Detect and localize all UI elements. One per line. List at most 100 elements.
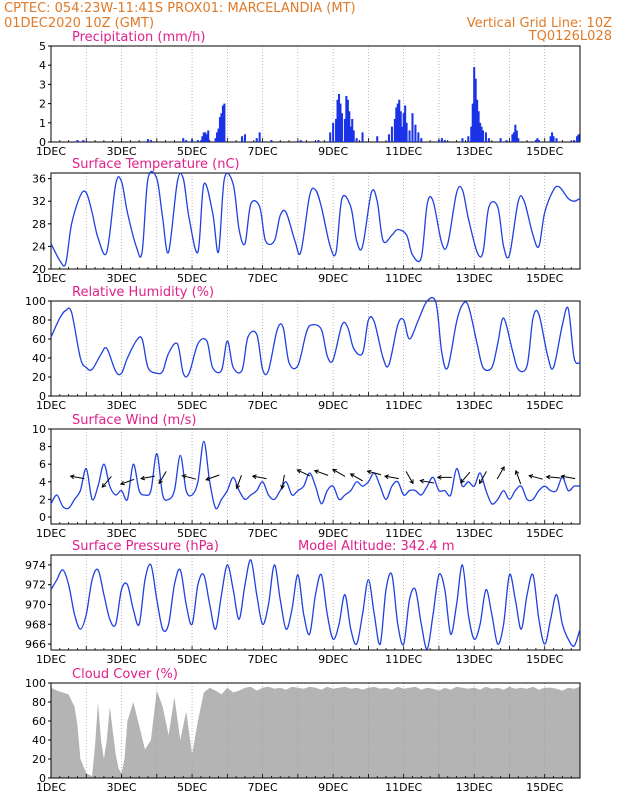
- wind-arrow-shaft: [496, 466, 505, 480]
- precip-bar: [477, 111, 480, 142]
- wind-arrow: [528, 474, 543, 480]
- wind-xtick-label: 13DEC: [456, 527, 493, 540]
- cloud-area: [51, 686, 580, 778]
- wind-arrow-head: [436, 475, 442, 480]
- precip-bar: [191, 139, 194, 142]
- pressure-title: Surface Pressure (hPa): [72, 539, 219, 554]
- wind-arrow: [560, 474, 576, 480]
- cloud-xtick-label: 7DEC: [248, 781, 278, 794]
- wind-arrow-shaft: [332, 469, 346, 477]
- precip-title: Precipitation (mm/h): [72, 30, 205, 45]
- wind-arrow-shaft: [405, 471, 414, 484]
- wind-xtick-label: 3DEC: [106, 527, 136, 540]
- temperature-xtick-label: 11DEC: [385, 272, 422, 285]
- wind-xtick-label: 5DEC: [177, 527, 207, 540]
- wind-arrow: [140, 475, 155, 481]
- precip-bar: [270, 140, 273, 142]
- pressure-panel: 966 968 970 972 974 1DEC 3DEC 5DEC 7DEC 9DEC 11DEC…: [25, 539, 581, 666]
- wind-xtick-label: 1DEC: [36, 527, 66, 540]
- pressure-xtick-label: 9DEC: [318, 653, 348, 666]
- precip-bar: [473, 67, 476, 142]
- precip-bar: [355, 138, 358, 142]
- precip-bar: [480, 126, 483, 142]
- wind-arrow-head: [205, 476, 211, 481]
- wind-panel: 0 2 4 6 8 10 1DEC 3DEC 5DEC 7DEC 9DEC 11DEC 13DEC 15D…: [32, 413, 581, 540]
- temperature-xtick-label: 15DEC: [526, 272, 563, 285]
- pressure-ytick-label: 970: [25, 598, 46, 611]
- cloud-ytick-label: 20: [32, 753, 46, 766]
- wind-ytick-label: 2: [39, 493, 46, 506]
- wind-arrow-shaft: [367, 470, 382, 476]
- wind-arrow: [69, 474, 85, 480]
- precip-bar: [512, 132, 515, 142]
- temperature-title: Surface Temperature (nC): [72, 157, 240, 172]
- cloud-panel: 0 20 40 60 80 100 1DEC 3DEC 5DEC 7DEC 9DEC 11DEC 13D…: [25, 667, 581, 794]
- precip-frame: [50, 45, 581, 143]
- temperature-ytick-label: 20: [32, 263, 46, 276]
- wind-arrow-head: [366, 469, 372, 475]
- precip-xtick-label: 3DEC: [106, 145, 136, 158]
- precip-bar: [76, 140, 79, 142]
- precip-bar: [399, 111, 402, 142]
- wind-arrow-head: [560, 474, 566, 480]
- precip-bar: [408, 130, 411, 142]
- wind-arrow: [251, 474, 267, 480]
- precip-bar: [361, 132, 364, 142]
- precip-xtick-label: 15DEC: [526, 145, 563, 158]
- precip-bar: [223, 103, 226, 142]
- wind-arrow-shaft: [546, 476, 561, 479]
- precip-bar: [220, 113, 223, 142]
- pressure-xtick-label: 7DEC: [248, 653, 278, 666]
- precip-ytick-label: 4: [39, 59, 46, 72]
- precip-bar: [217, 128, 220, 142]
- humidity-ytick-label: 0: [39, 390, 46, 403]
- wind-arrow-head: [101, 483, 107, 488]
- precip-bar: [499, 138, 502, 142]
- precip-bar: [576, 136, 579, 142]
- precip-bar: [349, 126, 352, 142]
- precip-bar: [537, 140, 540, 142]
- precip-bar: [216, 132, 219, 142]
- precip-bar: [405, 122, 408, 142]
- cloud-ytick-label: 100: [25, 677, 46, 690]
- precip-bar: [317, 140, 320, 142]
- precip-xtick-label: 11DEC: [385, 145, 422, 158]
- precip-ytick-label: 3: [39, 78, 46, 91]
- pressure-xtick-label: 11DEC: [385, 653, 422, 666]
- precip-bar: [511, 134, 514, 142]
- precip-bar: [487, 138, 490, 142]
- wind-arrow-head: [296, 469, 302, 474]
- cloud-title: Cloud Cover (%): [72, 667, 178, 682]
- precip-bar: [205, 134, 208, 142]
- precip-bar: [335, 118, 338, 142]
- wind-arrow-shaft: [479, 471, 487, 484]
- wind-arrow: [158, 471, 167, 485]
- run-time-label: 01DEC2020 10Z (GMT): [4, 16, 155, 31]
- humidity-frame: [50, 300, 581, 397]
- precip-bar: [437, 140, 440, 142]
- precip-bar: [204, 132, 207, 142]
- wind-arrow: [496, 466, 505, 480]
- wind-arrow-shaft: [205, 474, 220, 481]
- wind-arrow: [419, 478, 435, 484]
- precip-bar: [196, 140, 199, 142]
- wind-arrow-head: [528, 474, 534, 479]
- humidity-ytick-label: 80: [32, 314, 46, 327]
- precip-bar: [240, 136, 244, 142]
- temperature-ytick-label: 32: [32, 195, 46, 208]
- precip-ytick-label: 2: [39, 98, 46, 111]
- precip-bar: [393, 118, 396, 142]
- precip-bar: [417, 132, 420, 142]
- wind-arrow: [235, 475, 242, 490]
- precip-bar: [202, 132, 205, 142]
- wind-arrow: [349, 473, 363, 482]
- humidity-xtick-label: 7DEC: [248, 399, 278, 412]
- humidity-title: Relative Humidity (%): [72, 285, 214, 300]
- precip-bar: [345, 95, 348, 142]
- precip-bar: [461, 138, 464, 142]
- wind-arrow-shaft: [141, 475, 155, 480]
- wind-arrow-shaft: [314, 470, 329, 476]
- precip-bar: [514, 124, 517, 142]
- humidity-ytick-label: 40: [32, 352, 46, 365]
- wind-arrow: [205, 474, 220, 481]
